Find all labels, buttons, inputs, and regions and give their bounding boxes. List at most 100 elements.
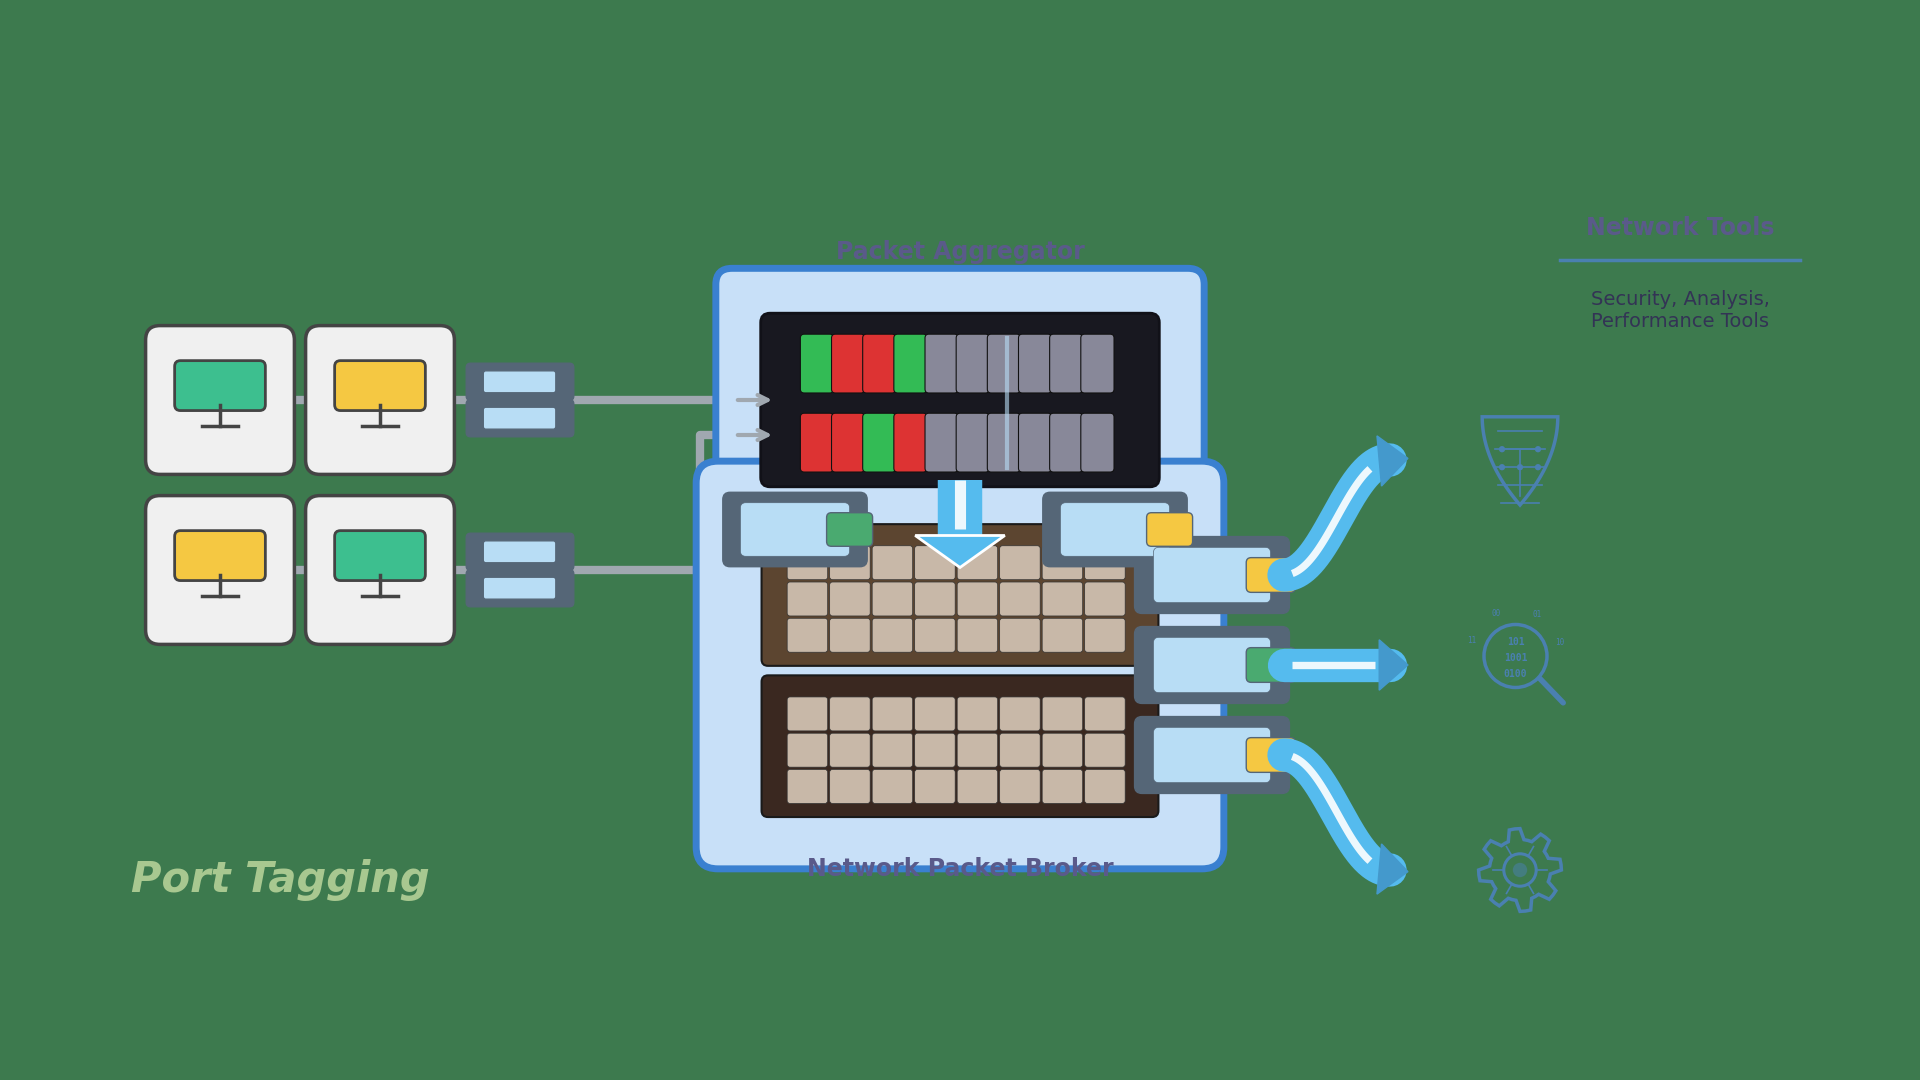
FancyBboxPatch shape [762, 675, 1158, 818]
FancyBboxPatch shape [484, 407, 555, 429]
FancyBboxPatch shape [334, 361, 426, 410]
FancyBboxPatch shape [787, 545, 828, 580]
FancyBboxPatch shape [872, 697, 912, 731]
FancyBboxPatch shape [862, 414, 897, 472]
FancyBboxPatch shape [872, 618, 912, 652]
FancyBboxPatch shape [956, 414, 989, 472]
FancyBboxPatch shape [872, 769, 912, 804]
FancyBboxPatch shape [895, 414, 927, 472]
Circle shape [1517, 464, 1523, 471]
FancyBboxPatch shape [831, 414, 864, 472]
FancyBboxPatch shape [175, 361, 265, 410]
FancyBboxPatch shape [1154, 727, 1271, 783]
FancyBboxPatch shape [787, 618, 828, 652]
FancyBboxPatch shape [829, 582, 870, 616]
FancyBboxPatch shape [914, 769, 954, 804]
FancyBboxPatch shape [914, 618, 954, 652]
Text: 101: 101 [1507, 636, 1524, 647]
FancyBboxPatch shape [956, 334, 989, 393]
FancyBboxPatch shape [787, 769, 828, 804]
Text: 0100: 0100 [1503, 669, 1526, 679]
FancyBboxPatch shape [716, 268, 1204, 531]
FancyBboxPatch shape [1000, 697, 1041, 731]
FancyBboxPatch shape [1246, 557, 1296, 592]
FancyBboxPatch shape [1043, 545, 1083, 580]
FancyBboxPatch shape [987, 334, 1021, 393]
FancyBboxPatch shape [1060, 502, 1169, 556]
FancyBboxPatch shape [1043, 733, 1083, 767]
Text: 1001: 1001 [1503, 652, 1526, 663]
FancyBboxPatch shape [925, 334, 958, 393]
FancyBboxPatch shape [1043, 582, 1083, 616]
FancyBboxPatch shape [987, 414, 1021, 472]
FancyBboxPatch shape [175, 530, 265, 581]
FancyBboxPatch shape [467, 400, 574, 436]
FancyBboxPatch shape [829, 545, 870, 580]
FancyBboxPatch shape [1050, 414, 1083, 472]
Text: Network Packet Broker: Network Packet Broker [806, 858, 1114, 881]
FancyBboxPatch shape [914, 582, 954, 616]
Text: 11: 11 [1467, 636, 1476, 645]
FancyBboxPatch shape [146, 325, 294, 474]
Polygon shape [916, 536, 1004, 567]
FancyBboxPatch shape [1043, 769, 1083, 804]
FancyBboxPatch shape [1050, 334, 1083, 393]
FancyBboxPatch shape [787, 697, 828, 731]
FancyBboxPatch shape [872, 582, 912, 616]
FancyBboxPatch shape [484, 541, 555, 563]
FancyBboxPatch shape [801, 414, 833, 472]
FancyBboxPatch shape [1146, 513, 1192, 546]
FancyBboxPatch shape [958, 618, 998, 652]
FancyBboxPatch shape [760, 313, 1160, 487]
FancyBboxPatch shape [828, 513, 872, 546]
FancyBboxPatch shape [958, 545, 998, 580]
Circle shape [1513, 863, 1526, 877]
FancyBboxPatch shape [1085, 545, 1125, 580]
FancyBboxPatch shape [1085, 582, 1125, 616]
FancyBboxPatch shape [1043, 492, 1187, 567]
FancyBboxPatch shape [925, 414, 958, 472]
FancyBboxPatch shape [829, 697, 870, 731]
FancyBboxPatch shape [801, 334, 833, 393]
FancyBboxPatch shape [1000, 545, 1041, 580]
FancyBboxPatch shape [958, 769, 998, 804]
FancyBboxPatch shape [1081, 334, 1114, 393]
FancyBboxPatch shape [829, 618, 870, 652]
FancyBboxPatch shape [1000, 769, 1041, 804]
FancyBboxPatch shape [958, 733, 998, 767]
FancyBboxPatch shape [1000, 733, 1041, 767]
FancyBboxPatch shape [958, 697, 998, 731]
FancyBboxPatch shape [1135, 716, 1290, 794]
Text: Security, Analysis,
Performance Tools: Security, Analysis, Performance Tools [1590, 291, 1770, 330]
FancyBboxPatch shape [862, 334, 897, 393]
Circle shape [1534, 464, 1542, 471]
FancyBboxPatch shape [1154, 637, 1271, 692]
FancyBboxPatch shape [831, 334, 864, 393]
FancyBboxPatch shape [697, 461, 1223, 868]
FancyBboxPatch shape [484, 577, 555, 599]
Text: Network Tools: Network Tools [1586, 216, 1774, 240]
Text: 01: 01 [1532, 610, 1542, 619]
FancyBboxPatch shape [1135, 626, 1290, 703]
FancyBboxPatch shape [1018, 334, 1052, 393]
Text: Port Tagging: Port Tagging [131, 859, 430, 901]
FancyBboxPatch shape [305, 496, 455, 645]
FancyBboxPatch shape [1043, 697, 1083, 731]
FancyBboxPatch shape [1085, 618, 1125, 652]
FancyBboxPatch shape [762, 524, 1158, 666]
FancyBboxPatch shape [914, 545, 954, 580]
FancyBboxPatch shape [484, 370, 555, 393]
Text: 00: 00 [1492, 609, 1501, 618]
FancyBboxPatch shape [305, 325, 455, 474]
FancyBboxPatch shape [467, 569, 574, 607]
FancyBboxPatch shape [1043, 618, 1083, 652]
FancyBboxPatch shape [1000, 618, 1041, 652]
FancyBboxPatch shape [895, 334, 927, 393]
Circle shape [1534, 446, 1542, 453]
Polygon shape [1377, 436, 1407, 486]
FancyBboxPatch shape [722, 492, 868, 567]
FancyBboxPatch shape [787, 582, 828, 616]
Polygon shape [1377, 843, 1407, 894]
FancyBboxPatch shape [1135, 537, 1290, 613]
FancyBboxPatch shape [467, 363, 574, 401]
